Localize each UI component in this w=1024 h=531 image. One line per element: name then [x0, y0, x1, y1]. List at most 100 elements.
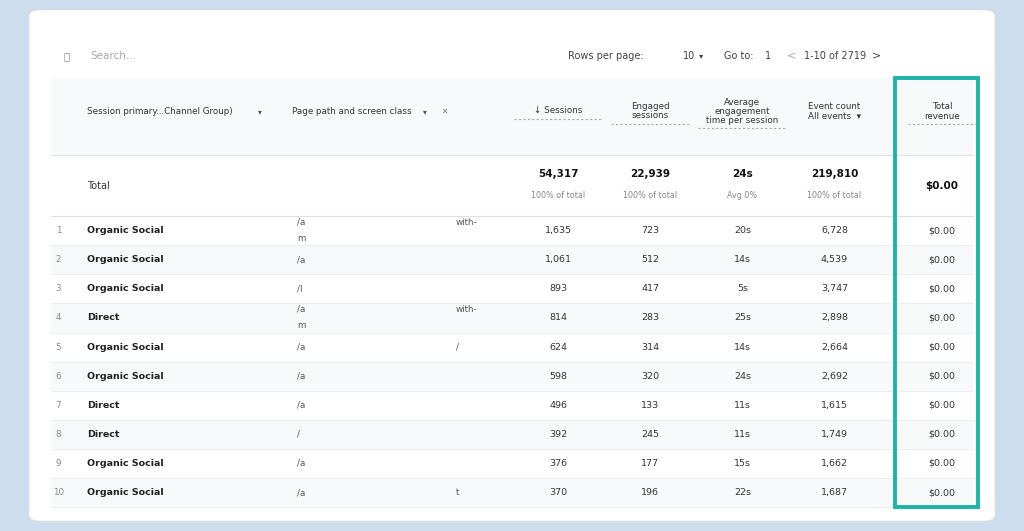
- Text: 2,898: 2,898: [821, 313, 848, 322]
- Text: 1,615: 1,615: [821, 401, 848, 410]
- Text: 9: 9: [55, 459, 61, 468]
- Text: Go to:: Go to:: [724, 51, 754, 61]
- Text: Direct: Direct: [87, 430, 120, 439]
- Text: 14s: 14s: [734, 342, 751, 352]
- FancyBboxPatch shape: [51, 362, 973, 391]
- Text: 14s: 14s: [734, 255, 751, 264]
- Text: /: /: [297, 430, 300, 439]
- Text: /a: /a: [297, 305, 305, 314]
- Text: revenue: revenue: [925, 112, 959, 121]
- Text: 54,317: 54,317: [538, 169, 579, 179]
- Text: Organic Social: Organic Social: [87, 285, 164, 293]
- Text: $0.00: $0.00: [926, 181, 958, 191]
- Text: /a: /a: [297, 255, 305, 264]
- Text: Organic Social: Organic Social: [87, 372, 164, 381]
- Text: 4,539: 4,539: [821, 255, 848, 264]
- Text: Average: Average: [724, 98, 761, 107]
- Text: Organic Social: Organic Social: [87, 459, 164, 468]
- Text: 15s: 15s: [734, 459, 751, 468]
- Text: 22,939: 22,939: [630, 169, 671, 179]
- Text: $0.00: $0.00: [929, 488, 955, 497]
- Text: 2: 2: [55, 255, 61, 264]
- Text: Organic Social: Organic Social: [87, 488, 164, 497]
- Text: /: /: [456, 342, 459, 352]
- Text: ▾: ▾: [423, 107, 427, 116]
- Text: Direct: Direct: [87, 401, 120, 410]
- FancyBboxPatch shape: [51, 245, 973, 275]
- Text: time per session: time per session: [707, 116, 778, 125]
- Text: 723: 723: [641, 226, 659, 235]
- Text: 100% of total: 100% of total: [624, 191, 677, 200]
- Text: /l: /l: [297, 285, 302, 293]
- Text: $0.00: $0.00: [929, 313, 955, 322]
- Text: $0.00: $0.00: [929, 342, 955, 352]
- Text: $0.00: $0.00: [929, 459, 955, 468]
- Text: $0.00: $0.00: [929, 285, 955, 293]
- Text: 133: 133: [641, 401, 659, 410]
- Text: 8: 8: [55, 430, 61, 439]
- Text: /a: /a: [297, 401, 305, 410]
- Text: 512: 512: [641, 255, 659, 264]
- Text: /a: /a: [297, 488, 305, 497]
- Text: ▾: ▾: [258, 107, 262, 116]
- Text: 1,635: 1,635: [545, 226, 571, 235]
- Text: $0.00: $0.00: [929, 372, 955, 381]
- Text: with-: with-: [456, 218, 477, 227]
- Text: Organic Social: Organic Social: [87, 342, 164, 352]
- FancyBboxPatch shape: [51, 303, 973, 332]
- Text: 6: 6: [55, 372, 61, 381]
- Text: 1,749: 1,749: [821, 430, 848, 439]
- Text: <: <: [786, 51, 796, 61]
- Text: ▾: ▾: [699, 52, 703, 60]
- Text: 320: 320: [641, 372, 659, 381]
- Text: 370: 370: [549, 488, 567, 497]
- Text: 624: 624: [549, 342, 567, 352]
- Text: 22s: 22s: [734, 488, 751, 497]
- Text: 10: 10: [683, 51, 695, 61]
- FancyBboxPatch shape: [29, 10, 995, 521]
- Text: 2,664: 2,664: [821, 342, 848, 352]
- Text: 893: 893: [549, 285, 567, 293]
- Text: Page path and screen class: Page path and screen class: [292, 107, 412, 116]
- Text: 392: 392: [549, 430, 567, 439]
- Text: with-: with-: [456, 305, 477, 314]
- Text: Organic Social: Organic Social: [87, 255, 164, 264]
- Text: 1,061: 1,061: [545, 255, 571, 264]
- Text: 1-10 of 2719: 1-10 of 2719: [804, 51, 866, 61]
- Text: /a: /a: [297, 372, 305, 381]
- Text: 🔍: 🔍: [63, 51, 70, 61]
- Text: 1: 1: [55, 226, 61, 235]
- Text: 219,810: 219,810: [811, 169, 858, 179]
- Text: 100% of total: 100% of total: [808, 191, 861, 200]
- Text: 25s: 25s: [734, 313, 751, 322]
- Text: 11s: 11s: [734, 430, 751, 439]
- Text: 24s: 24s: [734, 372, 751, 381]
- Text: $0.00: $0.00: [929, 401, 955, 410]
- Text: ✕: ✕: [441, 107, 447, 116]
- Text: /a: /a: [297, 342, 305, 352]
- FancyBboxPatch shape: [51, 478, 973, 507]
- Text: 245: 245: [641, 430, 659, 439]
- Text: 24s: 24s: [732, 169, 753, 179]
- Text: 4: 4: [55, 313, 61, 322]
- Text: /a: /a: [297, 459, 305, 468]
- Text: engagement: engagement: [715, 107, 770, 116]
- FancyBboxPatch shape: [51, 78, 973, 155]
- Text: 283: 283: [641, 313, 659, 322]
- Text: Total: Total: [932, 102, 952, 112]
- Text: Rows per page:: Rows per page:: [568, 51, 644, 61]
- Text: $0.00: $0.00: [929, 430, 955, 439]
- Text: 177: 177: [641, 459, 659, 468]
- Text: $0.00: $0.00: [929, 255, 955, 264]
- Text: 598: 598: [549, 372, 567, 381]
- Text: 3,747: 3,747: [821, 285, 848, 293]
- Text: sessions: sessions: [632, 111, 669, 120]
- Text: 11s: 11s: [734, 401, 751, 410]
- FancyBboxPatch shape: [51, 420, 973, 449]
- Text: Total: Total: [87, 181, 110, 191]
- Text: Session primary...Channel Group): Session primary...Channel Group): [87, 107, 232, 116]
- Text: Direct: Direct: [87, 313, 120, 322]
- Text: t: t: [456, 488, 459, 497]
- Text: 3: 3: [55, 285, 61, 293]
- Text: Avg 0%: Avg 0%: [727, 191, 758, 200]
